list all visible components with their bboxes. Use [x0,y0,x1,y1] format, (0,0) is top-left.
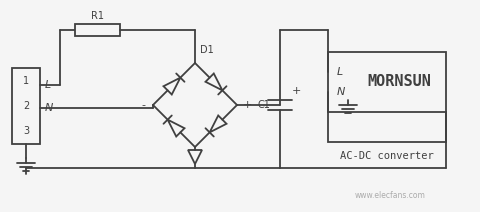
Text: -: - [141,100,145,110]
Text: www.elecfans.com: www.elecfans.com [355,191,425,199]
Text: R1: R1 [91,11,104,21]
Text: C1: C1 [258,100,270,110]
Text: +: + [291,86,300,96]
Bar [12,68,40,144]
Text: 2: 2 [23,101,29,111]
Text: AC-DC converter: AC-DC converter [340,151,434,161]
Text: N: N [45,103,53,113]
Text: D1: D1 [200,45,214,55]
Text: N: N [337,87,346,97]
Text: +: + [242,100,252,110]
Text: L: L [45,80,51,90]
Text: 3: 3 [23,126,29,136]
Text: MORNSUN: MORNSUN [367,74,431,89]
Text: 1: 1 [23,76,29,86]
Text: L: L [337,67,343,77]
Bar [328,52,446,142]
Bar [75,24,120,36]
